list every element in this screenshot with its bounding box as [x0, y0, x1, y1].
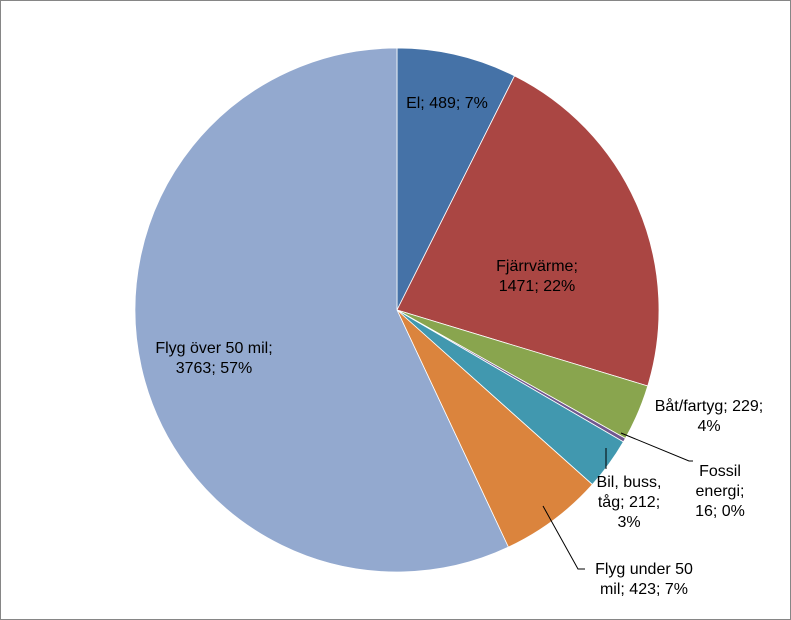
slice-label-line: 3763; 57%	[176, 360, 253, 377]
slice-label-line: Fossil	[699, 463, 741, 480]
slice-label-line: 3%	[617, 514, 640, 531]
slice-label-line: El; 489; 7%	[406, 95, 488, 112]
pie-slice-flyg-över-50-mil	[134, 47, 509, 573]
slice-label-line: 4%	[697, 418, 720, 435]
leader-line	[620, 432, 693, 462]
slice-label: Bil, buss, tåg; 212; 3%	[597, 474, 662, 531]
pie-slice-el	[396, 47, 516, 311]
slice-label: Fjärrvärme; 1471; 22%	[496, 258, 578, 295]
pie-slice-fjärrvärme	[396, 75, 660, 387]
slice-label: El; 489; 7%	[406, 95, 488, 112]
slice-label-line: tåg; 212;	[598, 493, 660, 511]
slice-label-line: 1471; 22%	[499, 278, 576, 295]
slice-label-line: 16; 0%	[695, 503, 745, 520]
slice-label-line: Fjärrvärme;	[496, 258, 578, 275]
slice-label: Flyg under 50 mil; 423; 7%	[595, 561, 693, 598]
slice-label: Flyg över 50 mil; 3763; 57%	[155, 340, 272, 377]
slice-label-line: energi;	[696, 483, 745, 500]
leader-line	[542, 505, 585, 570]
slice-label-line: Flyg över 50 mil;	[155, 340, 272, 357]
slice-label: Båt/fartyg; 229; 4%	[655, 397, 764, 435]
slice-label-line: Båt/fartyg; 229;	[655, 397, 764, 415]
slice-label-line: Bil, buss,	[597, 474, 662, 491]
slice-label-line: mil; 423; 7%	[600, 581, 688, 598]
slice-label: Fossil energi; 16; 0%	[695, 463, 745, 520]
slice-label-line: Flyg under 50	[595, 561, 693, 578]
